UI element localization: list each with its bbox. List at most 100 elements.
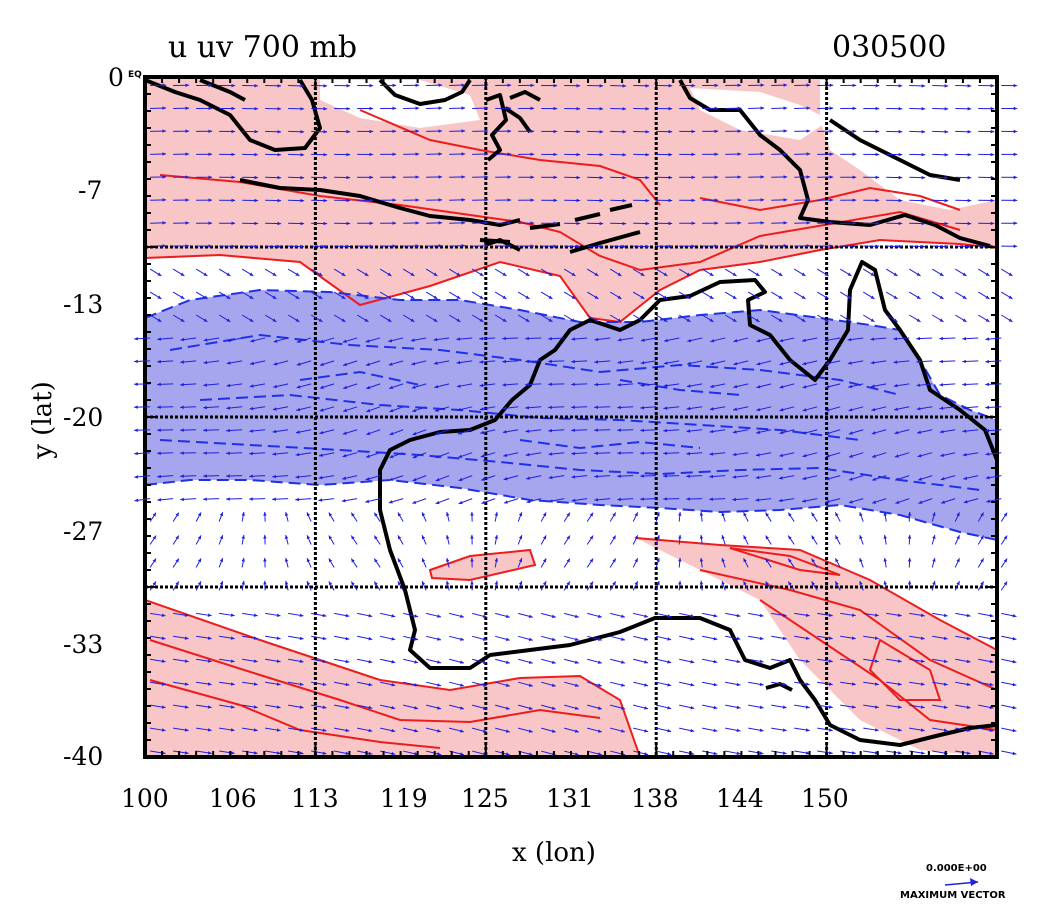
wind-vector-head: [782, 705, 787, 709]
wind-vector-head: [548, 336, 552, 341]
wind-vector-head: [897, 705, 902, 709]
wind-vector-head: [445, 535, 450, 539]
wind-vector-head: [895, 477, 900, 481]
wind-vector-head: [505, 614, 510, 619]
wind-vector-head: [250, 361, 254, 366]
wind-vector-head: [829, 175, 834, 179]
wind-vector-head: [847, 295, 852, 299]
wind-vector-head: [434, 384, 439, 389]
wind-vector-head: [530, 221, 535, 225]
wind-vector-head: [835, 512, 839, 517]
wind-vector-head: [829, 106, 834, 110]
wind-vector-head: [528, 660, 533, 664]
wind-vector-head: [966, 728, 971, 732]
wind-vector-head: [663, 318, 668, 322]
wind-vector-head: [364, 318, 369, 322]
wind-vector-head: [916, 406, 921, 411]
wind-vector-head: [640, 338, 645, 342]
wind-vector-head: [254, 152, 259, 157]
wind-vector-head: [921, 221, 926, 226]
wind-vector-head: [502, 318, 507, 322]
wind-vector-head: [907, 580, 912, 585]
wind-vector-head: [438, 129, 443, 133]
wind-vector-head: [571, 295, 576, 299]
wind-vector-head: [226, 295, 231, 299]
wind-vector-head: [921, 84, 926, 88]
wind-vector-head: [640, 451, 644, 455]
wind-vector-head: [284, 557, 289, 562]
x-tick-label: 106: [209, 784, 257, 813]
wind-vector-head: [368, 705, 373, 710]
wind-vector-head: [528, 729, 533, 733]
wind-vector-head: [571, 475, 576, 479]
wind-vector-head: [829, 244, 834, 248]
wind-vector-head: [507, 152, 512, 156]
wind-vector-head: [732, 452, 737, 457]
y-tick-label: -20: [63, 403, 104, 432]
wind-vector-head: [185, 106, 190, 110]
wind-vector-head: [920, 728, 925, 732]
wind-vector-head: [571, 337, 576, 341]
wind-vector-head: [203, 383, 208, 387]
wind-vector-head: [663, 497, 667, 501]
wind-vector-head: [849, 454, 853, 458]
wind-vector-head: [743, 558, 747, 563]
wind-vector-head: [300, 175, 305, 180]
wind-vector-head: [433, 295, 438, 299]
wind-vector-head: [802, 453, 807, 458]
wind-vector-head: [835, 535, 839, 540]
wind-vector-head: [788, 512, 792, 517]
y-tick-suffix: EQ: [128, 70, 142, 80]
wind-vector-head: [802, 338, 806, 342]
wind-vector-head: [528, 752, 533, 756]
wind-vector-head: [346, 198, 351, 203]
wind-vector-head: [736, 705, 741, 710]
wind-vector-head: [980, 535, 984, 540]
wind-vector-head: [690, 728, 695, 733]
wind-vector-head: [932, 557, 936, 562]
wind-vector-head: [805, 613, 810, 617]
wind-vector-head: [621, 706, 625, 710]
wind-vector-head: [231, 129, 236, 134]
wind-vector-head: [1012, 705, 1017, 710]
wind-vector-head: [231, 244, 236, 248]
wind-vector-head: [714, 175, 719, 179]
wind-vector-head: [328, 558, 333, 563]
wind-vector-head: [1013, 152, 1018, 157]
wind-vector-head: [364, 272, 369, 276]
wind-vector-head: [678, 580, 682, 585]
wind-vector-head: [507, 129, 512, 133]
wind-vector-head: [459, 752, 464, 756]
wind-vector-head: [594, 272, 599, 276]
wind-vector-head: [207, 705, 212, 709]
wind-vector-head: [621, 729, 625, 733]
wind-vector-head: [783, 244, 788, 248]
wind-vector-head: [944, 152, 949, 157]
wind-vector-head: [458, 454, 463, 458]
wind-vector-head: [410, 295, 415, 299]
wind-vector-head: [438, 198, 443, 202]
wind-vector-head: [494, 580, 499, 585]
wind-vector-head: [445, 512, 450, 516]
wind-vector-head: [250, 339, 255, 343]
wind-vector-head: [883, 534, 887, 539]
wind-vector-head: [714, 152, 719, 156]
wind-vector-head: [962, 272, 967, 276]
wind-vector-head: [226, 406, 231, 410]
wind-vector-head: [341, 295, 346, 299]
wind-vector-head: [893, 295, 898, 299]
wind-vector-head: [847, 337, 852, 342]
wind-vector-head: [691, 129, 696, 134]
wind-vector-head: [743, 581, 747, 586]
wind-vector-head: [805, 636, 810, 640]
wind-vector-head: [479, 336, 483, 341]
y-tick-label: -7: [78, 176, 103, 205]
wind-vector-head: [921, 175, 926, 180]
wind-vector-head: [967, 152, 972, 157]
wind-vector-head: [989, 751, 994, 755]
wind-vector-head: [594, 405, 598, 409]
wind-vector-head: [323, 129, 328, 134]
wind-vector-head: [851, 613, 856, 617]
wind-vector-head: [599, 84, 604, 88]
wind-vector-head: [484, 221, 489, 225]
